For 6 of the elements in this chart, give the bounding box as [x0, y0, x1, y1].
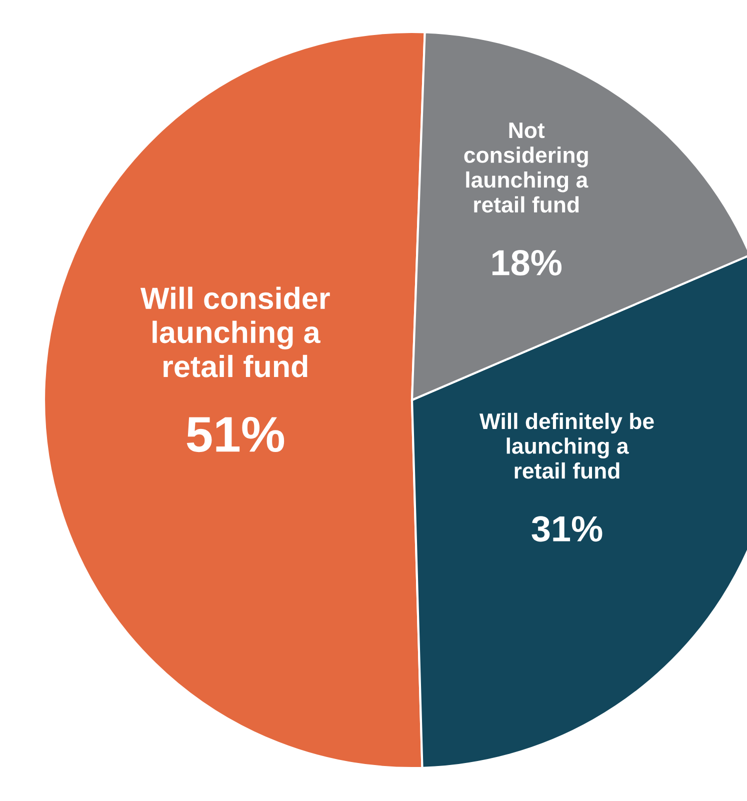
slice-label: Will definitely be launching a retail fund: [479, 412, 654, 479]
slice-label: Not considering launching a retail fund: [464, 122, 588, 213]
slice-label: Will consider launching a retail fund: [140, 286, 330, 378]
data-label: 18%: [492, 250, 562, 276]
data-label: 31%: [532, 516, 602, 542]
data-label: 51%: [186, 416, 284, 452]
